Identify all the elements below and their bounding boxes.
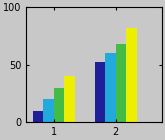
Bar <box>43 99 54 122</box>
Bar <box>126 28 137 122</box>
Bar <box>33 111 43 122</box>
Bar <box>95 62 105 122</box>
Bar <box>105 53 116 122</box>
Bar <box>116 44 126 122</box>
Bar <box>64 76 75 122</box>
Bar <box>54 88 64 122</box>
